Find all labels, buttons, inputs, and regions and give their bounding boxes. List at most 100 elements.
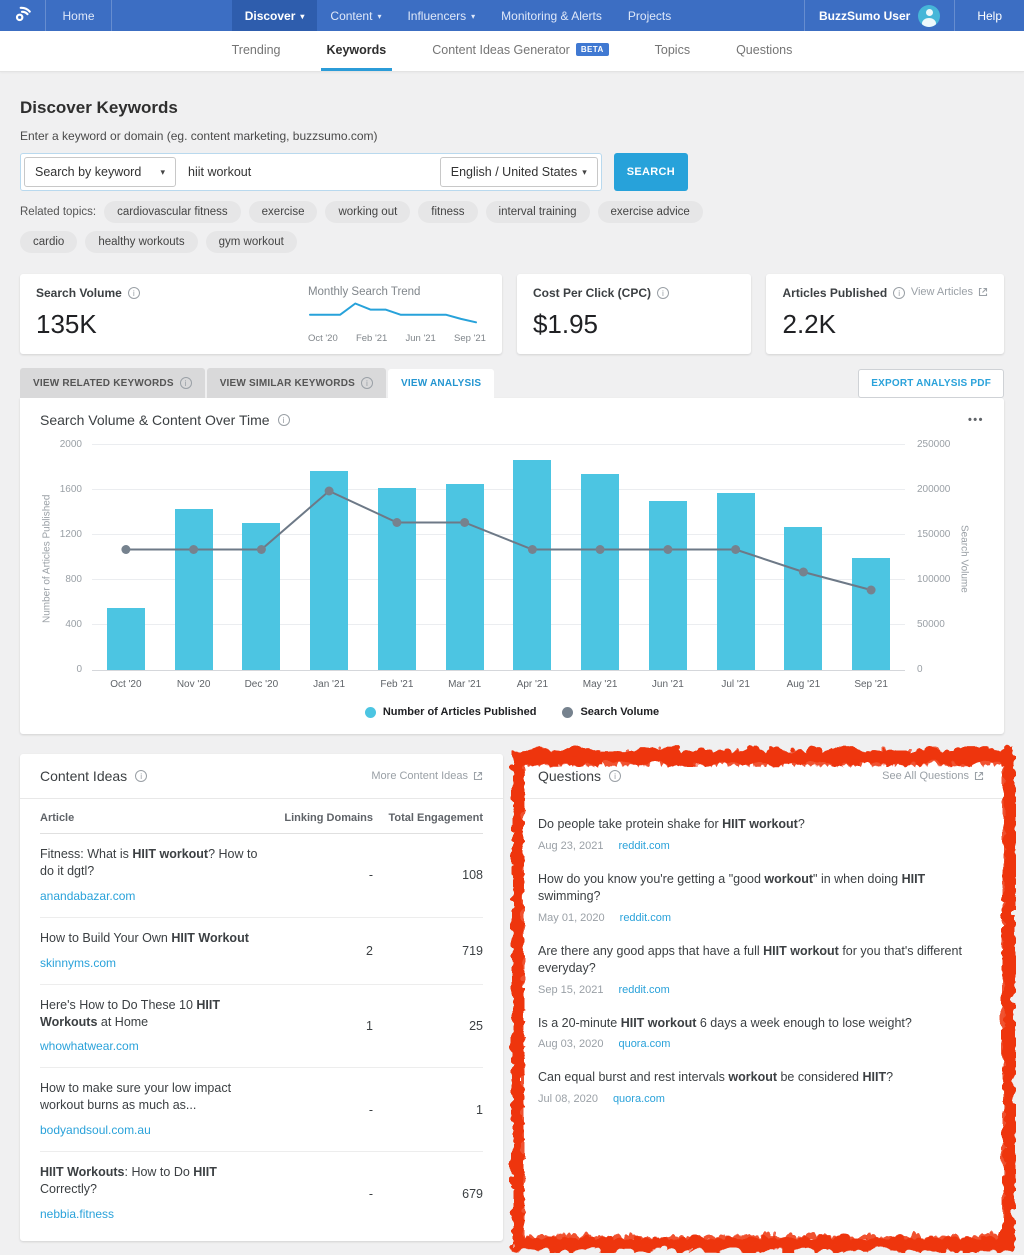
related-topic-chip[interactable]: healthy workouts xyxy=(85,231,198,253)
chart-legend: Number of Articles Published Search Volum… xyxy=(40,706,984,718)
x-axis-label: Jun '21 xyxy=(651,679,684,690)
gridline xyxy=(92,579,905,580)
questions-list: Do people take protein shake for HIIT wo… xyxy=(518,799,1004,1121)
chart-bar[interactable] xyxy=(106,608,145,670)
related-topic-chip[interactable]: exercise xyxy=(248,201,318,223)
chevron-down-icon: ▾ xyxy=(471,11,476,21)
related-topic-chip[interactable]: working out xyxy=(325,201,411,223)
keyword-input[interactable] xyxy=(186,164,430,180)
see-all-questions-link[interactable]: See All Questions xyxy=(882,770,984,782)
search-button[interactable]: SEARCH xyxy=(613,153,688,191)
tab-trending[interactable]: Trending xyxy=(226,31,287,71)
tab-content-ideas-generator[interactable]: Content Ideas Generator BETA xyxy=(426,31,614,71)
related-topic-chip[interactable]: gym workout xyxy=(205,231,297,253)
related-topic-chip[interactable]: cardiovascular fitness xyxy=(104,201,241,223)
x-axis-label: May '21 xyxy=(582,679,618,690)
related-topic-chip[interactable]: cardio xyxy=(20,231,78,253)
info-icon[interactable] xyxy=(609,770,622,782)
chart-bar[interactable] xyxy=(445,484,484,670)
chart-bar[interactable] xyxy=(310,470,349,670)
analysis-tab-view-related-keywords[interactable]: VIEW RELATED KEYWORDS xyxy=(20,368,205,398)
language-select[interactable]: English / United States ▾ xyxy=(439,157,598,187)
related-topic-chip[interactable]: interval training xyxy=(485,201,590,223)
nav-item-monitoring-alerts[interactable]: Monitoring & Alerts xyxy=(488,0,615,31)
articles-published-title: Articles Published xyxy=(782,286,906,300)
nav-item-label: Monitoring & Alerts xyxy=(501,8,602,23)
nav-item-label: Projects xyxy=(627,8,672,23)
tab-topics[interactable]: Topics xyxy=(649,31,696,71)
info-icon[interactable] xyxy=(135,770,148,782)
more-content-ideas-link[interactable]: More Content Ideas xyxy=(371,770,483,782)
linking-domains-value: 2 xyxy=(366,943,373,958)
info-icon[interactable] xyxy=(127,287,140,299)
question-source-link[interactable]: reddit.com xyxy=(618,983,670,996)
analysis-tab-view-similar-keywords[interactable]: VIEW SIMILAR KEYWORDS xyxy=(206,368,387,398)
y-axis-tick: 200000 xyxy=(917,484,951,495)
chevron-down-icon: ▾ xyxy=(300,11,305,21)
questions-title: Questions xyxy=(538,768,622,784)
trend-tick-label: Feb '21 xyxy=(355,333,388,344)
question-date: Aug 23, 2021 xyxy=(538,839,604,852)
search-mode-select[interactable]: Search by keyword ▾ xyxy=(24,157,176,187)
x-axis-label: Apr '21 xyxy=(516,679,549,690)
nav-item-label: Content xyxy=(330,8,373,23)
chart-bar[interactable] xyxy=(716,493,755,670)
info-icon[interactable] xyxy=(656,287,669,299)
chart-bar[interactable] xyxy=(784,527,823,670)
article-domain-link[interactable]: anandabazar.com xyxy=(40,888,136,903)
main-nav: Discover ▾ Content ▾ Influencers ▾ Monitoring … xyxy=(112,0,804,31)
user-menu[interactable]: BuzzSumo User xyxy=(803,0,954,31)
y-axis-tick: 0 xyxy=(76,664,82,675)
column-header: Total Engagement xyxy=(388,812,483,824)
external-link-icon xyxy=(473,771,483,781)
questions-card: Questions See All Questions Do people ta… xyxy=(518,754,1004,1241)
article-domain-link[interactable]: bodyandsoul.com.au xyxy=(40,1123,151,1138)
question-source-link[interactable]: quora.com xyxy=(618,1038,671,1050)
chart-bar[interactable] xyxy=(852,557,891,670)
question-date: May 01, 2020 xyxy=(538,911,605,924)
nav-item-discover[interactable]: Discover ▾ xyxy=(231,0,318,31)
analysis-section: VIEW RELATED KEYWORDS VIEW SIMILAR KEYWOR… xyxy=(20,368,1004,734)
nav-item-home[interactable]: Home xyxy=(46,0,112,31)
question-source-link[interactable]: reddit.com xyxy=(619,911,672,924)
question-source-link[interactable]: reddit.com xyxy=(618,839,670,852)
chart-bar[interactable] xyxy=(513,459,552,670)
table-row: Here's How to Do These 10 HIIT Workouts … xyxy=(40,985,483,1069)
y-axis-tick: 1600 xyxy=(59,484,82,495)
related-topic-chip[interactable]: exercise advice xyxy=(597,201,703,223)
article-domain-link[interactable]: nebbia.fitness xyxy=(40,1206,115,1221)
content-ideas-title: Content Ideas xyxy=(40,768,148,784)
chart-bar[interactable] xyxy=(581,474,620,670)
question-text: Are there any good apps that have a full… xyxy=(538,943,962,976)
article-domain-link[interactable]: skinnyms.com xyxy=(40,955,117,970)
gridline xyxy=(92,534,905,535)
analysis-tab-view-analysis[interactable]: VIEW ANALYSIS xyxy=(388,368,495,398)
info-icon[interactable] xyxy=(893,287,906,299)
export-analysis-pdf-button[interactable]: EXPORT ANALYSIS PDF xyxy=(858,368,1004,398)
help-link[interactable]: Help xyxy=(954,0,1024,31)
menu-dots-icon[interactable]: ••• xyxy=(967,414,984,426)
related-topic-chip[interactable]: fitness xyxy=(418,201,478,223)
nav-item-content[interactable]: Content ▾ xyxy=(317,0,394,31)
language-value: English / United States xyxy=(450,165,578,179)
article-domain-link[interactable]: whowhatwear.com xyxy=(40,1039,139,1054)
external-link-icon xyxy=(974,771,984,781)
question-source-link[interactable]: quora.com xyxy=(612,1092,665,1105)
questions-highlight-region: Questions See All Questions Do people ta… xyxy=(509,746,1013,1249)
nav-item-influencers[interactable]: Influencers ▾ xyxy=(394,0,488,31)
question-text: Can equal burst and rest intervals worko… xyxy=(538,1070,894,1084)
related-topics: Related topics: cardiovascular fitness ex… xyxy=(20,201,720,253)
articles-published-value: 2.2K xyxy=(782,309,836,339)
chart-bar[interactable] xyxy=(648,501,687,670)
chevron-down-icon: ▾ xyxy=(160,167,165,177)
buzzsumo-logo[interactable] xyxy=(0,0,46,31)
nav-item-projects[interactable]: Projects xyxy=(615,0,684,31)
info-icon[interactable] xyxy=(277,414,290,426)
trend-title: Monthly Search Trend xyxy=(307,286,421,298)
chart-bar[interactable] xyxy=(174,509,213,670)
table-row: HIIT Workouts: How to Do HIIT Correctly?… xyxy=(40,1152,483,1235)
trend-axis-labels: Oct '20 Feb '21 Jun '21 Sep '21 xyxy=(308,333,486,344)
view-articles-link[interactable]: View Articles xyxy=(911,286,988,298)
tab-keywords[interactable]: Keywords xyxy=(320,31,393,71)
tab-questions[interactable]: Questions xyxy=(730,31,798,71)
